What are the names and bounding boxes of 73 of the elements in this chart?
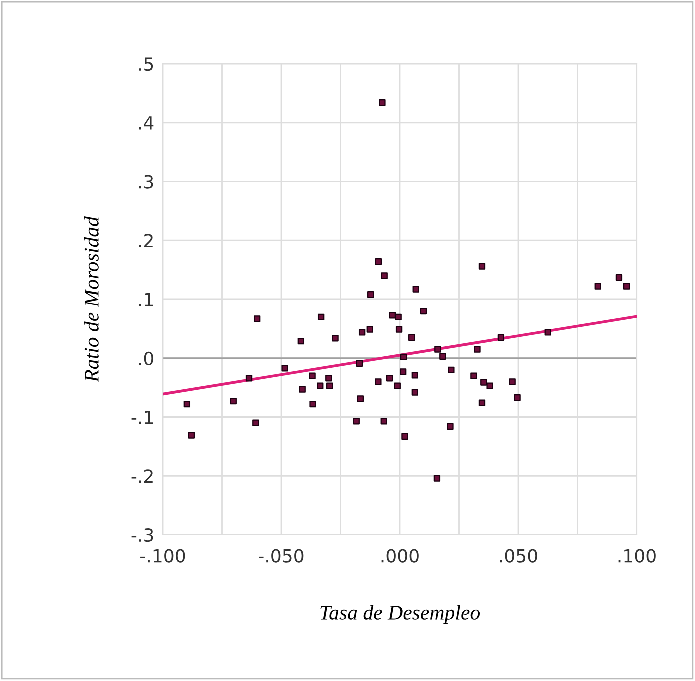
- point: [254, 316, 261, 322]
- point: [326, 382, 334, 390]
- point: [366, 326, 374, 333]
- point: [594, 283, 602, 290]
- point: [470, 372, 478, 380]
- y-tick-label: .3: [139, 175, 154, 189]
- y-tick-label: -.3: [132, 528, 154, 542]
- point: [514, 394, 521, 402]
- point: [317, 382, 324, 390]
- point: [246, 375, 253, 382]
- point: [400, 354, 408, 361]
- point: [616, 274, 623, 282]
- y-tick-label: .4: [139, 116, 154, 130]
- y-tick-label: .5: [139, 58, 154, 72]
- point: [623, 283, 630, 290]
- point: [184, 400, 191, 408]
- x-tick-label: .100: [618, 549, 656, 563]
- point: [375, 258, 382, 266]
- point: [394, 382, 401, 390]
- point: [310, 400, 316, 408]
- point: [309, 372, 316, 380]
- point: [474, 346, 481, 353]
- point: [509, 378, 516, 386]
- x-tick-label: .000: [382, 549, 419, 563]
- point: [379, 100, 386, 106]
- point: [434, 475, 441, 482]
- point: [252, 420, 260, 426]
- y-axis-title: Ratio de Morosidad: [84, 216, 99, 383]
- point: [356, 360, 364, 368]
- point: [358, 329, 366, 336]
- point: [230, 398, 237, 405]
- point: [400, 368, 407, 376]
- point: [402, 433, 408, 440]
- point: [412, 389, 418, 396]
- x-axis-title: Tasa de Desempleo: [320, 605, 480, 624]
- point: [386, 375, 394, 382]
- point: [298, 338, 305, 345]
- y-tick-label: .1: [139, 293, 153, 306]
- point: [353, 418, 360, 425]
- point: [368, 291, 374, 298]
- point: [395, 314, 402, 320]
- x-tick-label: -.050: [259, 549, 304, 563]
- point: [282, 365, 288, 372]
- point: [478, 263, 486, 270]
- point: [434, 346, 442, 353]
- point: [332, 335, 339, 342]
- point: [498, 334, 505, 342]
- y-tick-label: .0: [139, 352, 154, 366]
- point: [480, 379, 488, 386]
- point: [412, 286, 420, 293]
- point: [380, 418, 388, 425]
- x-tick-label: .050: [500, 549, 538, 563]
- point: [420, 308, 428, 315]
- point: [188, 432, 196, 439]
- point: [318, 314, 325, 320]
- point: [375, 378, 382, 386]
- point: [486, 382, 494, 390]
- point: [357, 396, 364, 402]
- point: [299, 386, 306, 393]
- y-tick-label: .2: [139, 234, 153, 248]
- point: [544, 329, 552, 336]
- point: [448, 366, 455, 374]
- point: [478, 400, 486, 406]
- point: [440, 353, 446, 360]
- point: [447, 423, 454, 430]
- point: [412, 372, 418, 379]
- point: [381, 272, 388, 280]
- x-tick-label: -.100: [140, 549, 186, 563]
- point: [396, 326, 403, 333]
- point: [408, 334, 416, 342]
- y-tick-label: -.2: [132, 470, 153, 483]
- point: [326, 375, 332, 382]
- y-tick-label: -.1: [132, 410, 153, 424]
